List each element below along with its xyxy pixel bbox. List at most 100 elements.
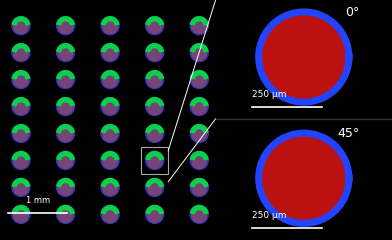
Circle shape xyxy=(101,71,119,89)
Circle shape xyxy=(146,125,164,143)
Circle shape xyxy=(56,71,74,89)
Circle shape xyxy=(101,178,119,196)
Text: 250 μm: 250 μm xyxy=(252,90,286,99)
Circle shape xyxy=(58,19,73,34)
Circle shape xyxy=(147,100,162,114)
Polygon shape xyxy=(57,205,74,214)
Circle shape xyxy=(14,73,28,88)
Circle shape xyxy=(101,17,119,35)
Circle shape xyxy=(58,181,73,195)
Circle shape xyxy=(12,151,30,169)
Polygon shape xyxy=(12,98,30,106)
Circle shape xyxy=(12,71,30,89)
Polygon shape xyxy=(102,98,119,106)
Circle shape xyxy=(14,46,28,60)
Polygon shape xyxy=(191,71,208,79)
Circle shape xyxy=(190,151,208,169)
Polygon shape xyxy=(57,71,74,79)
Polygon shape xyxy=(191,125,208,133)
Polygon shape xyxy=(102,152,119,160)
Circle shape xyxy=(101,205,119,223)
Circle shape xyxy=(146,17,164,35)
Circle shape xyxy=(192,19,207,34)
Circle shape xyxy=(56,125,74,143)
Circle shape xyxy=(190,17,208,35)
Circle shape xyxy=(190,178,208,196)
Circle shape xyxy=(190,97,208,115)
Circle shape xyxy=(147,19,162,34)
Polygon shape xyxy=(57,179,74,187)
Polygon shape xyxy=(146,44,163,52)
Circle shape xyxy=(103,100,117,114)
Circle shape xyxy=(192,46,207,60)
Polygon shape xyxy=(102,71,119,79)
Circle shape xyxy=(14,208,28,222)
Circle shape xyxy=(56,17,74,35)
Polygon shape xyxy=(57,44,74,52)
Circle shape xyxy=(12,17,30,35)
Circle shape xyxy=(146,44,164,62)
Circle shape xyxy=(14,127,28,141)
Circle shape xyxy=(101,44,119,62)
Polygon shape xyxy=(191,179,208,187)
Polygon shape xyxy=(57,152,74,160)
Circle shape xyxy=(147,73,162,88)
Circle shape xyxy=(101,97,119,115)
Circle shape xyxy=(56,97,74,115)
Polygon shape xyxy=(191,98,208,106)
Circle shape xyxy=(147,181,162,195)
Circle shape xyxy=(14,19,28,34)
Polygon shape xyxy=(12,17,30,25)
Circle shape xyxy=(192,181,207,195)
Polygon shape xyxy=(102,205,119,214)
Circle shape xyxy=(192,127,207,141)
Polygon shape xyxy=(146,98,163,106)
Polygon shape xyxy=(146,17,163,25)
Circle shape xyxy=(58,127,73,141)
Text: 250 μm: 250 μm xyxy=(252,211,286,220)
Circle shape xyxy=(147,154,162,168)
Circle shape xyxy=(146,97,164,115)
Polygon shape xyxy=(102,17,119,25)
Circle shape xyxy=(259,133,349,223)
Circle shape xyxy=(146,178,164,196)
Circle shape xyxy=(58,208,73,222)
Circle shape xyxy=(192,100,207,114)
Circle shape xyxy=(103,154,117,168)
Circle shape xyxy=(190,44,208,62)
Polygon shape xyxy=(102,125,119,133)
Polygon shape xyxy=(57,17,74,25)
Circle shape xyxy=(14,100,28,114)
Circle shape xyxy=(101,151,119,169)
Circle shape xyxy=(190,125,208,143)
Bar xyxy=(141,147,168,174)
Circle shape xyxy=(259,12,349,102)
Polygon shape xyxy=(12,44,30,52)
Polygon shape xyxy=(146,152,163,160)
Circle shape xyxy=(56,178,74,196)
Circle shape xyxy=(147,46,162,60)
Polygon shape xyxy=(12,152,30,160)
Circle shape xyxy=(147,208,162,222)
Polygon shape xyxy=(57,98,74,106)
Polygon shape xyxy=(102,44,119,52)
Polygon shape xyxy=(146,125,163,133)
Circle shape xyxy=(146,151,164,169)
Circle shape xyxy=(58,154,73,168)
Circle shape xyxy=(12,205,30,223)
Polygon shape xyxy=(12,71,30,79)
Circle shape xyxy=(58,100,73,114)
Circle shape xyxy=(101,125,119,143)
Polygon shape xyxy=(146,205,163,214)
Circle shape xyxy=(146,205,164,223)
Circle shape xyxy=(103,46,117,60)
Circle shape xyxy=(14,181,28,195)
Polygon shape xyxy=(102,179,119,187)
Circle shape xyxy=(103,73,117,88)
Circle shape xyxy=(146,71,164,89)
Circle shape xyxy=(12,44,30,62)
Polygon shape xyxy=(191,17,208,25)
Circle shape xyxy=(56,151,74,169)
Circle shape xyxy=(103,127,117,141)
Circle shape xyxy=(192,208,207,222)
